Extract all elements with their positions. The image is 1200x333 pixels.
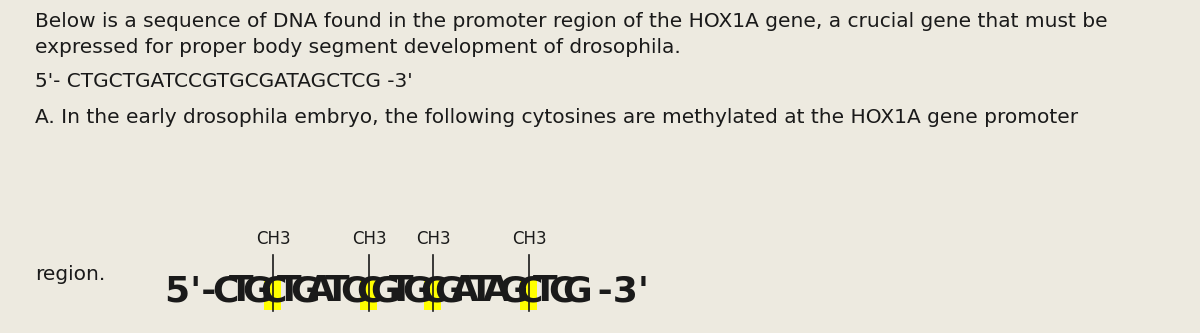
Text: CH3: CH3 [256, 230, 290, 248]
Text: G: G [402, 274, 432, 308]
Text: T: T [277, 274, 301, 308]
Text: T: T [229, 274, 253, 308]
Text: C: C [356, 274, 382, 308]
Text: G: G [498, 274, 528, 308]
Text: T: T [389, 274, 413, 308]
Text: G: G [290, 274, 320, 308]
FancyBboxPatch shape [520, 279, 536, 310]
Text: A: A [482, 274, 511, 308]
Text: CH3: CH3 [415, 230, 450, 248]
Text: T: T [533, 274, 557, 308]
Text: region.: region. [35, 265, 106, 284]
Text: C: C [548, 274, 574, 308]
Text: T: T [325, 274, 349, 308]
Text: G: G [434, 274, 464, 308]
Text: A: A [307, 274, 335, 308]
FancyBboxPatch shape [264, 279, 281, 310]
Text: T: T [469, 274, 493, 308]
Text: A: A [451, 274, 479, 308]
Text: expressed for proper body segment development of drosophila.: expressed for proper body segment develo… [35, 38, 680, 57]
Text: G: G [242, 274, 272, 308]
FancyBboxPatch shape [424, 279, 440, 310]
Text: A. In the early drosophila embryo, the following cytosines are methylated at the: A. In the early drosophila embryo, the f… [35, 108, 1078, 127]
Text: G: G [370, 274, 400, 308]
Text: C: C [420, 274, 446, 308]
Text: G: G [562, 274, 592, 308]
Text: 5'-: 5'- [166, 274, 229, 308]
FancyBboxPatch shape [360, 279, 377, 310]
Text: Below is a sequence of DNA found in the promoter region of the HOX1A gene, a cru: Below is a sequence of DNA found in the … [35, 12, 1108, 31]
Text: -3': -3' [586, 274, 649, 308]
Text: C: C [516, 274, 542, 308]
Text: CH3: CH3 [511, 230, 546, 248]
Text: C: C [340, 274, 366, 308]
Text: CH3: CH3 [352, 230, 386, 248]
Text: 5'- CTGCTGATCCGTGCGATAGCTCG -3': 5'- CTGCTGATCCGTGCGATAGCTCG -3' [35, 72, 413, 91]
Text: C: C [212, 274, 238, 308]
Text: C: C [260, 274, 286, 308]
